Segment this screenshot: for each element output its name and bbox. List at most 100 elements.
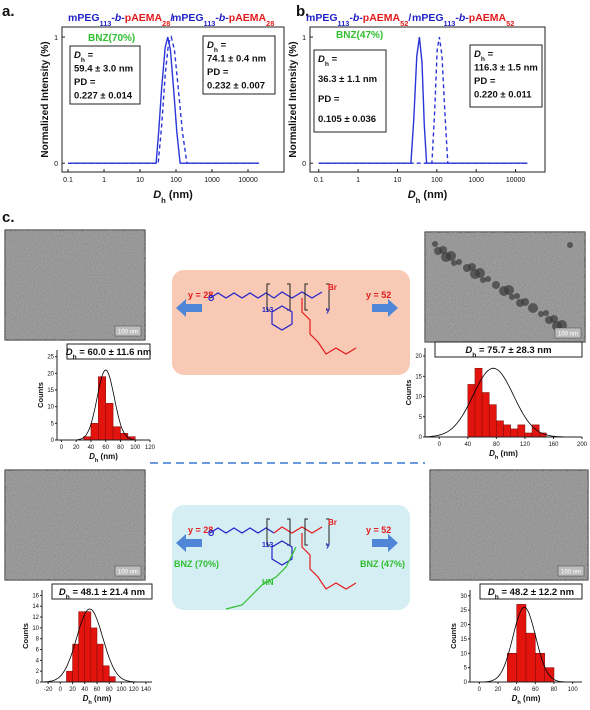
legend-entry-part: 28 bbox=[162, 19, 170, 28]
legend-entry-part: b bbox=[353, 12, 360, 24]
arrow bbox=[176, 534, 202, 552]
annotation: PD = bbox=[474, 76, 496, 87]
legend-entry-part: 113 bbox=[100, 19, 112, 28]
legend-entry-part: mPEG bbox=[412, 12, 444, 24]
x-tick-label: 20 bbox=[495, 687, 502, 693]
histogram-bar bbox=[112, 426, 121, 441]
legend-entry-part: 52 bbox=[400, 19, 408, 28]
annotation-box bbox=[202, 35, 276, 95]
x-tick-label: 1 bbox=[102, 177, 106, 184]
x-axis-label: Dh (nm) bbox=[512, 694, 541, 706]
side-chain bbox=[301, 298, 357, 355]
tem-particle bbox=[432, 241, 438, 247]
x-tick-label: 80 bbox=[551, 687, 558, 693]
y-tick-label: 1 bbox=[54, 35, 58, 42]
x-axis-label-part: h bbox=[95, 458, 99, 464]
y-tick-label: 15 bbox=[47, 388, 54, 394]
x-tick-label: 0.1 bbox=[314, 177, 324, 184]
legend-entry: mPEG113-b-pAEMA52 bbox=[412, 12, 514, 28]
tem-particle bbox=[441, 252, 451, 262]
tem-particle bbox=[516, 299, 524, 307]
scale-bar bbox=[114, 325, 142, 337]
legend-entry-part: mPEG bbox=[172, 12, 204, 24]
legend-entry-part: - bbox=[121, 12, 125, 24]
chart-title-part: h bbox=[495, 594, 499, 601]
x-axis-label: Dh (nm) bbox=[153, 189, 193, 205]
chart-title: Dh = 60.0 ± 11.6 nm bbox=[66, 347, 152, 361]
legend-entry-part: - bbox=[111, 12, 115, 24]
legend-entry-part: mPEG bbox=[306, 12, 338, 24]
histogram-bar bbox=[516, 604, 527, 683]
y-tick-label: 25 bbox=[47, 355, 54, 361]
annotation-part: h bbox=[81, 57, 85, 64]
legend-entry: mPEG113-b-pAEMA52/ bbox=[306, 12, 411, 28]
y-axis-label: Normalized Intensity (%) bbox=[40, 41, 51, 157]
x-axis-label-part: (nm) bbox=[498, 449, 518, 458]
tem-grain bbox=[5, 230, 145, 340]
arrow bbox=[176, 299, 202, 317]
atom-label: O bbox=[208, 529, 214, 538]
histogram-bar bbox=[481, 392, 490, 438]
bond bbox=[209, 527, 275, 534]
x-axis-label-part: h bbox=[517, 700, 521, 706]
legend-entry-part: 113 bbox=[338, 19, 350, 28]
y-tick-label: 20 bbox=[47, 371, 54, 377]
x-tick-label: 0 bbox=[59, 687, 63, 693]
legend-entry-part: - bbox=[225, 12, 229, 24]
histogram-bar bbox=[105, 403, 114, 441]
y-label: y = 28 bbox=[188, 525, 213, 535]
chart-title: Dh = 48.1 ± 21.4 nm bbox=[59, 587, 145, 601]
histogram-bar bbox=[507, 653, 517, 683]
legend-entry-part: / bbox=[170, 12, 173, 24]
x-axis-label-part: h bbox=[88, 700, 92, 706]
y-axis-label: Counts bbox=[404, 380, 413, 406]
x-axis-label-part: D bbox=[153, 189, 161, 201]
chart-title-part: D bbox=[66, 347, 73, 358]
y-tick-label: 0 bbox=[51, 438, 55, 444]
x-tick-label: 100 bbox=[116, 687, 127, 693]
x-tick-label: 120 bbox=[145, 445, 156, 451]
scale-bar bbox=[554, 327, 582, 339]
y-tick-label: 10 bbox=[415, 395, 422, 401]
tem-particle bbox=[434, 247, 442, 255]
legend-entry-part: 28 bbox=[266, 19, 274, 28]
annotation-part: h bbox=[481, 56, 485, 63]
y-tick-label: 5 bbox=[464, 666, 468, 672]
y-tick-label: 10 bbox=[460, 651, 467, 657]
y-tick-label: 1 bbox=[302, 35, 306, 42]
chart-title-part: = 60.0 ± 11.6 nm bbox=[77, 347, 152, 358]
chart-title-part: = 48.1 ± 21.4 nm bbox=[70, 587, 145, 598]
legend-entry-part: - bbox=[455, 12, 459, 24]
x-tick-label: 10000 bbox=[506, 177, 526, 184]
tem-particle bbox=[499, 286, 509, 296]
annotation-part: h bbox=[214, 47, 218, 54]
annotation: Dh = bbox=[318, 54, 338, 68]
legend-entry-part: b bbox=[459, 12, 466, 24]
legend-entry-part: 113 bbox=[444, 19, 456, 28]
atom-label: HN bbox=[262, 578, 274, 587]
histogram-bar bbox=[66, 670, 73, 683]
x-tick-label: 120 bbox=[520, 442, 531, 448]
chart-title-part: h bbox=[472, 352, 476, 359]
structure-box bbox=[172, 270, 410, 375]
y-label: y = 52 bbox=[366, 525, 391, 535]
x-axis-label-part: D bbox=[89, 452, 95, 461]
arrow bbox=[372, 299, 398, 317]
bond bbox=[273, 291, 323, 299]
side-chain bbox=[301, 533, 357, 590]
annotation-part: D bbox=[318, 54, 325, 65]
annotation-part: D bbox=[474, 49, 481, 60]
atom-label: y bbox=[326, 542, 330, 549]
y-tick-label: 20 bbox=[415, 354, 422, 360]
x-axis-label-part: (nm) bbox=[521, 694, 541, 703]
x-tick-label: 1 bbox=[356, 177, 360, 184]
ring bbox=[271, 540, 293, 566]
y-tick-label: 5 bbox=[419, 415, 423, 421]
x-axis-label-part: D bbox=[83, 694, 89, 703]
x-axis-label: Dh (nm) bbox=[89, 452, 118, 464]
bnz-label: BNZ (47%) bbox=[360, 559, 405, 569]
scale-bar bbox=[557, 565, 585, 577]
histogram-bar bbox=[524, 432, 533, 438]
x-tick-label: 80 bbox=[106, 687, 113, 693]
